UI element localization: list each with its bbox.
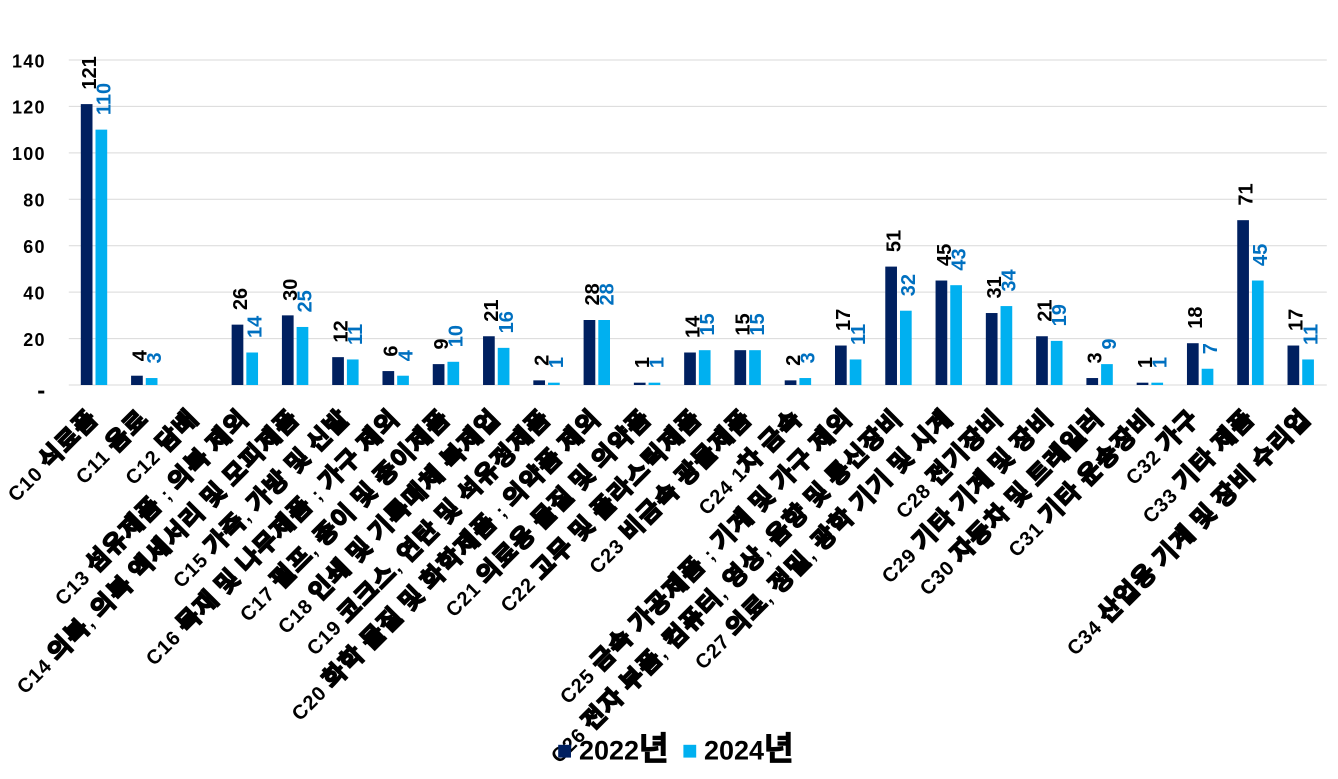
svg-text:14: 14 bbox=[682, 315, 704, 338]
svg-text:9: 9 bbox=[1099, 338, 1121, 349]
svg-text:7: 7 bbox=[1200, 343, 1222, 354]
svg-text:30: 30 bbox=[280, 279, 302, 301]
svg-text:140: 140 bbox=[12, 51, 46, 71]
svg-text:21: 21 bbox=[1034, 300, 1056, 322]
svg-text:100: 100 bbox=[12, 144, 46, 164]
svg-text:31: 31 bbox=[984, 276, 1006, 298]
svg-text:-: - bbox=[37, 378, 45, 405]
svg-text:18: 18 bbox=[1185, 306, 1207, 328]
svg-text:2: 2 bbox=[532, 355, 554, 366]
svg-text:2022년: 2022년 bbox=[579, 730, 669, 766]
svg-text:9: 9 bbox=[431, 338, 453, 349]
svg-text:43: 43 bbox=[948, 248, 970, 270]
svg-text:121: 121 bbox=[79, 56, 101, 89]
svg-text:71: 71 bbox=[1235, 183, 1257, 205]
svg-text:16: 16 bbox=[496, 311, 518, 333]
svg-text:20: 20 bbox=[23, 330, 45, 350]
svg-text:12: 12 bbox=[330, 320, 352, 342]
svg-text:26: 26 bbox=[230, 288, 252, 310]
svg-text:10: 10 bbox=[446, 325, 468, 347]
svg-text:6: 6 bbox=[381, 345, 403, 356]
svg-text:17: 17 bbox=[1286, 309, 1308, 331]
svg-text:19: 19 bbox=[1049, 304, 1071, 326]
svg-text:1: 1 bbox=[632, 357, 654, 368]
svg-text:15: 15 bbox=[747, 313, 769, 335]
svg-text:45: 45 bbox=[934, 244, 956, 266]
svg-text:32: 32 bbox=[898, 274, 920, 296]
svg-text:15: 15 bbox=[697, 313, 719, 335]
svg-text:25: 25 bbox=[295, 290, 317, 312]
svg-text:4: 4 bbox=[129, 349, 151, 361]
svg-text:11: 11 bbox=[345, 324, 367, 345]
svg-text:11: 11 bbox=[1300, 324, 1322, 345]
svg-text:17: 17 bbox=[833, 309, 855, 331]
svg-text:1: 1 bbox=[1135, 357, 1157, 368]
svg-text:2024년: 2024년 bbox=[704, 730, 794, 766]
svg-text:3: 3 bbox=[144, 352, 166, 363]
svg-text:1: 1 bbox=[546, 357, 568, 368]
svg-text:28: 28 bbox=[582, 283, 604, 305]
svg-text:51: 51 bbox=[883, 230, 905, 252]
svg-text:34: 34 bbox=[999, 268, 1021, 291]
svg-text:3: 3 bbox=[798, 352, 820, 363]
svg-text:28: 28 bbox=[596, 283, 618, 305]
svg-text:21: 21 bbox=[481, 300, 503, 322]
svg-text:14: 14 bbox=[244, 315, 266, 338]
svg-text:2: 2 bbox=[783, 355, 805, 366]
svg-text:45: 45 bbox=[1250, 244, 1272, 266]
svg-text:40: 40 bbox=[23, 283, 45, 303]
svg-text:110: 110 bbox=[94, 83, 116, 115]
svg-text:60: 60 bbox=[23, 237, 45, 257]
svg-text:1: 1 bbox=[1149, 357, 1171, 368]
svg-text:15: 15 bbox=[733, 313, 755, 335]
svg-text:1: 1 bbox=[647, 357, 669, 368]
svg-text:3: 3 bbox=[1085, 352, 1107, 363]
svg-text:4: 4 bbox=[395, 349, 417, 361]
svg-text:80: 80 bbox=[23, 191, 45, 211]
svg-text:11: 11 bbox=[848, 324, 870, 345]
svg-text:120: 120 bbox=[12, 98, 46, 118]
